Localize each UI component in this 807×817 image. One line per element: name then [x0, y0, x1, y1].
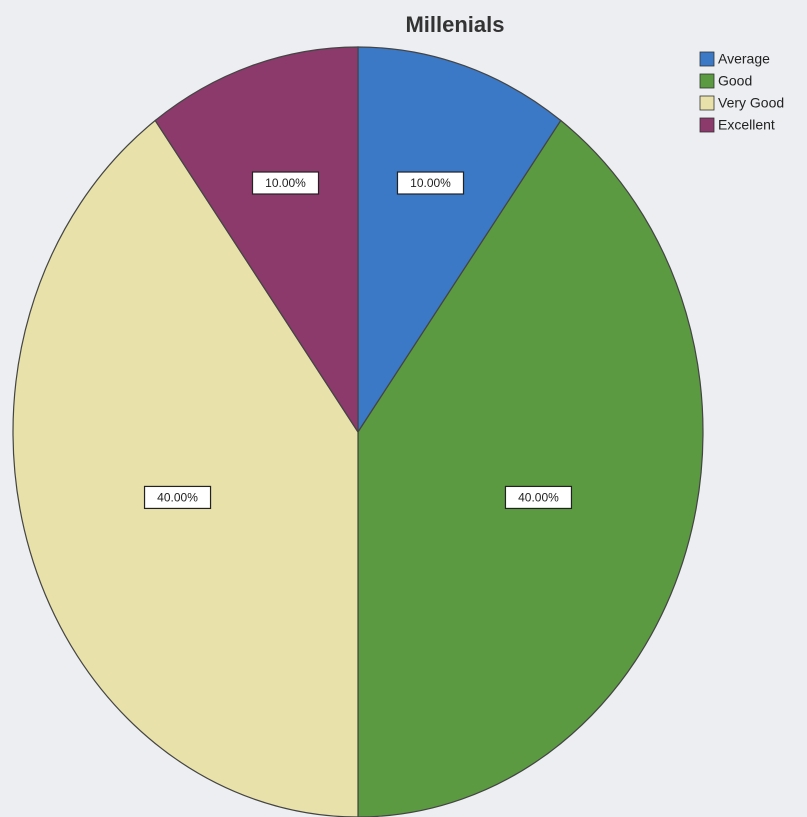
value-label-box	[504, 485, 573, 510]
chart-title: Millenials	[405, 12, 504, 37]
legend-swatch	[699, 73, 715, 89]
legend-label: Good	[718, 73, 752, 89]
legend-label: Very Good	[718, 95, 784, 111]
legend-label: Average	[718, 51, 770, 67]
value-label-box	[396, 171, 465, 195]
pie-slice	[12, 119, 359, 817]
legend-swatch	[699, 51, 715, 67]
value-label: 10.00%	[265, 176, 306, 190]
pie-slice	[357, 46, 562, 435]
value-label: 40.00%	[518, 491, 559, 505]
pie-slice	[357, 119, 704, 817]
value-label-box	[143, 485, 212, 510]
legend-label: Excellent	[718, 117, 775, 133]
legend-swatch	[699, 95, 715, 111]
value-label: 40.00%	[157, 491, 198, 505]
value-label: 10.00%	[410, 176, 451, 190]
value-label-box	[251, 171, 320, 195]
legend-swatch	[699, 117, 715, 133]
pie-slice	[154, 46, 359, 435]
